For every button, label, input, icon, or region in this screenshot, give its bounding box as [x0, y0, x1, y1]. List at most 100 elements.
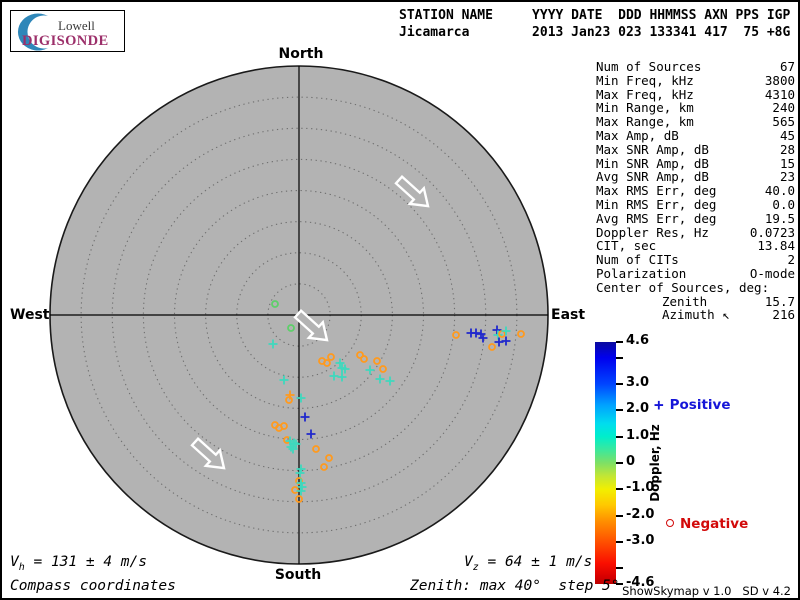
plus-marker-icon: +	[654, 395, 664, 414]
compass-label-east: East	[551, 307, 586, 323]
stats-label: Num of Sources	[596, 59, 702, 74]
source-point-positive	[329, 371, 339, 381]
stats-value: 2	[787, 252, 795, 268]
stats-label: Polarization	[596, 265, 687, 281]
source-point-positive	[492, 325, 502, 335]
source-point-negative	[312, 445, 320, 453]
stats-label: Max Amp, dB	[596, 127, 679, 143]
version-text: ShowSkymap v 1.0 SD v 4.2	[622, 584, 791, 598]
colorbar-tick-label: 3.0	[626, 375, 650, 391]
stats-row: Min Freq, kHz 3800	[596, 73, 795, 88]
stats-row: Min Range, km 240	[596, 101, 795, 115]
stats-row: Avg SNR Amp, dB 23	[596, 170, 795, 184]
source-point-negative	[452, 331, 460, 339]
stats-row: Max RMS Err, deg 40.0	[596, 184, 795, 198]
stats-row: Zenith 15.7	[596, 293, 795, 309]
colorbar-tick	[616, 341, 623, 343]
source-point-negative	[285, 396, 293, 404]
colorbar-tick-label: 4.6	[626, 333, 650, 348]
source-point-positive	[288, 444, 298, 454]
stats-row: Min RMS Err, deg 0.0	[596, 198, 795, 212]
source-point-positive	[291, 439, 301, 449]
colorbar-tick	[616, 356, 623, 359]
stats-row: CIT, sec 13.84	[596, 239, 795, 253]
logo-brand-bottom: DIGISONDE	[22, 33, 109, 49]
stats-label: Num of CITs	[596, 252, 679, 268]
colorbar-tick	[616, 567, 623, 570]
stats-label: Doppler Res, Hz	[596, 224, 709, 240]
stats-row: Max SNR Amp, dB 28	[596, 141, 795, 157]
stats-label: Max RMS Err, deg	[596, 183, 717, 199]
stats-panel: Num of Sources 67 Min Freq, kHz 3800 Max Fre…	[596, 60, 795, 322]
logo-brand-top: Lowell	[58, 18, 95, 33]
stats-value: 13.84	[757, 238, 795, 254]
source-point-negative	[325, 454, 333, 462]
source-point-negative	[517, 330, 525, 338]
stats-label: Avg RMS Err, deg	[596, 210, 717, 226]
horizontal-velocity-readout: Vh = 131 ± 4 m/s	[10, 554, 147, 573]
colorbar-gradient	[595, 342, 616, 584]
stats-row: Avg RMS Err, deg 19.5	[596, 210, 795, 226]
stats-label: Min SNR Amp, dB	[596, 155, 709, 171]
source-point-positive	[501, 336, 511, 346]
stats-row: Center of Sources, deg:	[596, 280, 795, 295]
vertical-velocity-readout: Vz = 64 ± 1 m/s	[464, 554, 593, 573]
stats-value: 15	[779, 155, 795, 171]
source-point-negative	[373, 357, 381, 365]
source-point-positive	[300, 412, 310, 422]
source-point-positive	[501, 326, 511, 336]
circle-marker-icon	[666, 519, 674, 527]
source-point-negative	[295, 477, 303, 485]
stats-row: Max Amp, dB 45	[596, 129, 795, 143]
colorbar-tick-label: 0	[626, 454, 636, 469]
source-point-positive	[268, 339, 278, 349]
stats-label: CIT, sec	[596, 238, 657, 254]
stats-row: Min SNR Amp, dB 15	[596, 155, 795, 171]
legend-negative-label: Negative	[680, 516, 749, 532]
colorbar-tick	[616, 383, 623, 386]
source-point-negative	[320, 463, 328, 471]
stats-value: 4310	[764, 86, 795, 102]
source-point-positive	[279, 375, 289, 385]
stats-value: 15.7	[764, 293, 795, 309]
stats-label: Max SNR Amp, dB	[596, 141, 709, 157]
stats-value: 40.0	[764, 183, 795, 199]
source-point-positive	[335, 358, 345, 368]
stats-label: Max Range, km	[596, 114, 694, 130]
colorbar-tick-label: -1.0	[626, 480, 655, 496]
stats-value: O-mode	[749, 265, 795, 281]
stats-value: 216	[772, 307, 795, 323]
source-point-positive	[494, 337, 504, 347]
stats-label: Min Range, km	[596, 100, 694, 116]
stats-label: Max Freq, kHz	[596, 86, 694, 102]
legend-positive-label: Positive	[669, 397, 731, 413]
source-point-positive	[295, 468, 305, 478]
stats-row: Max Freq, kHz 4310	[596, 86, 795, 102]
source-point-positive	[296, 464, 306, 474]
colorbar-tick	[616, 540, 623, 543]
source-point-positive	[285, 436, 295, 446]
colorbar-tick-label: -3.0	[626, 532, 655, 548]
source-point-negative	[280, 422, 288, 430]
stats-value: 19.5	[764, 210, 795, 226]
stats-row: Num of CITs 2	[596, 253, 795, 267]
source-point-negative	[488, 343, 496, 351]
source-point-positive	[340, 364, 350, 374]
source-point-negative	[295, 495, 303, 503]
colorbar-tick-label: 2.0	[626, 401, 650, 417]
source-point-negative	[327, 353, 335, 361]
source-point-negative	[287, 324, 295, 332]
stats-value: 240	[772, 100, 795, 116]
source-point-negative	[360, 355, 368, 363]
compass-label-west: West	[10, 307, 50, 323]
source-point-negative	[323, 359, 331, 367]
colorbar-tick-label: -4.6	[626, 575, 655, 590]
stats-value: 23	[779, 169, 795, 185]
stats-row: Polarization O-mode	[596, 267, 795, 281]
source-point-positive	[493, 330, 503, 340]
coordinate-system-note: Compass coordinates	[10, 578, 176, 594]
colorbar-tick	[616, 462, 623, 464]
stats-label: Avg SNR Amp, dB	[596, 169, 709, 185]
